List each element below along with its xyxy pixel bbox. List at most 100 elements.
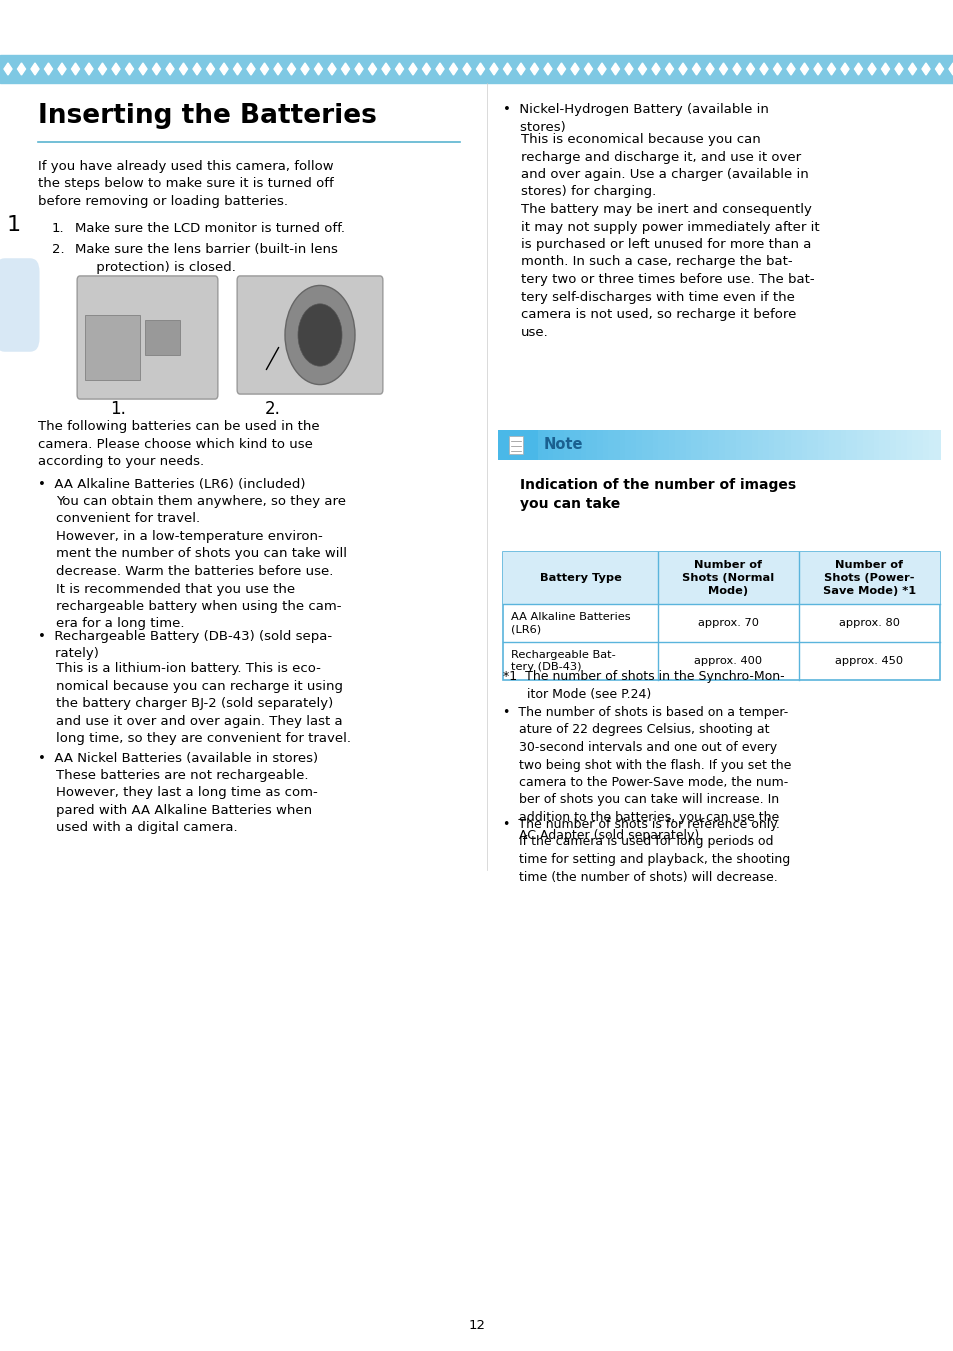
Bar — [729, 430, 736, 459]
Polygon shape — [881, 63, 888, 76]
Text: 2.: 2. — [52, 243, 65, 255]
Text: •  Nickel-Hydrogen Battery (available in
    stores): • Nickel-Hydrogen Battery (available in … — [502, 103, 768, 134]
Bar — [658, 430, 664, 459]
Polygon shape — [571, 63, 578, 76]
Polygon shape — [206, 63, 214, 76]
Polygon shape — [841, 63, 848, 76]
Polygon shape — [193, 63, 201, 76]
Bar — [851, 430, 858, 459]
FancyBboxPatch shape — [77, 276, 217, 399]
Polygon shape — [705, 63, 713, 76]
Bar — [608, 430, 615, 459]
Bar — [834, 430, 841, 459]
Bar — [618, 430, 625, 459]
Polygon shape — [341, 63, 349, 76]
Bar — [784, 430, 791, 459]
Bar — [0, 55, 953, 82]
Bar — [652, 430, 659, 459]
Text: approx. 70: approx. 70 — [698, 617, 759, 628]
Polygon shape — [665, 63, 673, 76]
Polygon shape — [368, 63, 376, 76]
Polygon shape — [301, 63, 309, 76]
Polygon shape — [328, 63, 335, 76]
Bar — [531, 430, 537, 459]
Text: Rechargeable Bat-
tery (DB-43): Rechargeable Bat- tery (DB-43) — [511, 650, 615, 673]
Text: The following batteries can be used in the
camera. Please choose which kind to u: The following batteries can be used in t… — [38, 420, 319, 467]
Bar — [497, 430, 504, 459]
Bar — [828, 430, 835, 459]
FancyBboxPatch shape — [237, 276, 382, 394]
Bar — [691, 430, 698, 459]
Polygon shape — [355, 63, 363, 76]
Polygon shape — [17, 63, 26, 76]
Text: •  The number of shots is for reference only.
    If the camera is used for long: • The number of shots is for reference o… — [502, 817, 789, 884]
Bar — [85, 315, 140, 380]
Polygon shape — [651, 63, 659, 76]
Bar — [883, 430, 890, 459]
Polygon shape — [745, 63, 754, 76]
Bar — [856, 430, 862, 459]
Text: This is a lithium-ion battery. This is eco-
nomical because you can recharge it : This is a lithium-ion battery. This is e… — [56, 662, 351, 744]
Polygon shape — [760, 63, 767, 76]
Bar — [917, 430, 923, 459]
Bar — [663, 430, 670, 459]
Text: approx. 80: approx. 80 — [838, 617, 899, 628]
Polygon shape — [624, 63, 633, 76]
Bar — [889, 430, 896, 459]
Text: approx. 400: approx. 400 — [694, 657, 761, 666]
Polygon shape — [71, 63, 79, 76]
Bar — [923, 430, 929, 459]
FancyBboxPatch shape — [0, 258, 39, 351]
Text: 12: 12 — [468, 1319, 485, 1332]
Text: AA Alkaline Batteries
(LR6): AA Alkaline Batteries (LR6) — [511, 612, 630, 635]
Polygon shape — [543, 63, 552, 76]
Text: •  AA Alkaline Batteries (LR6) (included): • AA Alkaline Batteries (LR6) (included) — [38, 478, 305, 490]
Polygon shape — [381, 63, 390, 76]
Bar — [735, 430, 741, 459]
Polygon shape — [894, 63, 902, 76]
Bar — [636, 430, 642, 459]
Polygon shape — [813, 63, 821, 76]
Bar — [558, 430, 565, 459]
Bar — [537, 430, 542, 459]
Polygon shape — [314, 63, 322, 76]
Text: Number of
Shots (Power-
Save Mode) *1: Number of Shots (Power- Save Mode) *1 — [822, 561, 915, 596]
Bar — [790, 430, 797, 459]
Bar — [934, 430, 940, 459]
Bar — [586, 430, 593, 459]
Bar — [669, 430, 675, 459]
Text: approx. 450: approx. 450 — [835, 657, 902, 666]
Text: This is economical because you can
recharge and discharge it, and use it over
an: This is economical because you can recha… — [520, 132, 819, 339]
Bar — [873, 430, 880, 459]
Bar — [553, 430, 559, 459]
Polygon shape — [139, 63, 147, 76]
Polygon shape — [260, 63, 268, 76]
Polygon shape — [395, 63, 403, 76]
Bar — [895, 430, 902, 459]
Text: •  Rechargeable Battery (DB-43) (sold sepa-
    rately): • Rechargeable Battery (DB-43) (sold sep… — [38, 630, 332, 661]
Bar — [757, 430, 763, 459]
Bar — [646, 430, 653, 459]
Bar — [812, 430, 819, 459]
Text: Indication of the number of images
you can take: Indication of the number of images you c… — [519, 478, 796, 511]
Polygon shape — [692, 63, 700, 76]
Polygon shape — [45, 63, 52, 76]
Bar — [624, 430, 631, 459]
Bar — [879, 430, 884, 459]
Text: •  The number of shots is based on a temper-
    ature of 22 degrees Celsius, sh: • The number of shots is based on a temp… — [502, 707, 791, 842]
Bar — [580, 430, 587, 459]
Text: Make sure the LCD monitor is turned off.: Make sure the LCD monitor is turned off. — [75, 222, 345, 235]
Polygon shape — [948, 63, 953, 76]
Polygon shape — [935, 63, 943, 76]
Polygon shape — [786, 63, 794, 76]
Bar — [591, 430, 598, 459]
Text: 2.: 2. — [265, 400, 280, 417]
Polygon shape — [166, 63, 173, 76]
Polygon shape — [85, 63, 92, 76]
Bar — [806, 430, 813, 459]
Bar — [746, 430, 752, 459]
Polygon shape — [233, 63, 241, 76]
Polygon shape — [490, 63, 497, 76]
Bar — [719, 430, 725, 459]
Bar — [641, 430, 647, 459]
